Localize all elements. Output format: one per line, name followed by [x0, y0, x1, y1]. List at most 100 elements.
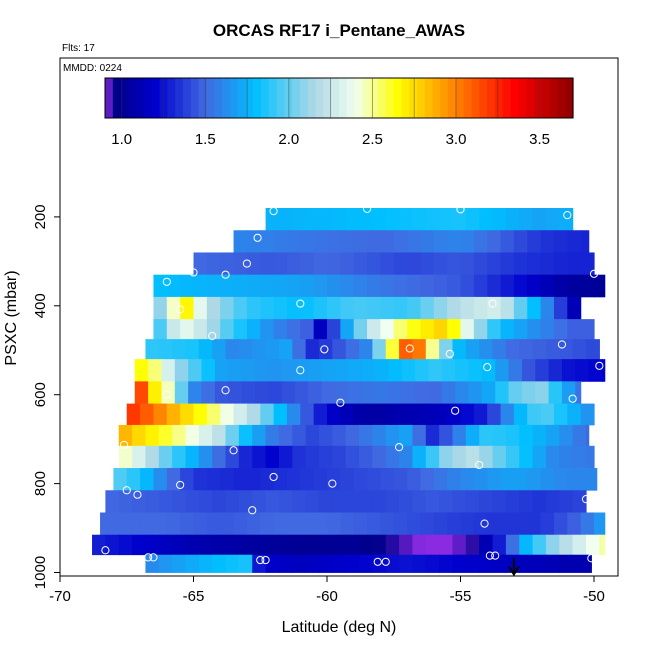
- heatmap-cell: [105, 534, 120, 556]
- heatmap-cell: [540, 296, 555, 320]
- sample-point: [162, 277, 171, 286]
- heatmap-cell: [594, 468, 598, 491]
- sample-point: [568, 394, 577, 403]
- heatmap-cell: [545, 534, 560, 556]
- heatmap-cell: [465, 424, 480, 447]
- heatmap-cell: [580, 230, 590, 253]
- heatmap-cell: [332, 208, 347, 231]
- heatmap-cell: [452, 534, 467, 556]
- heatmap-cell: [153, 468, 168, 491]
- heatmap-cell: [225, 554, 240, 573]
- heatmap-cell: [455, 359, 470, 382]
- sample-point: [256, 555, 265, 565]
- heatmap-cell: [132, 534, 147, 556]
- heatmap-cell: [367, 319, 381, 340]
- heatmap-cell: [367, 512, 381, 536]
- heatmap-cell: [495, 381, 510, 404]
- heatmap-cell: [420, 512, 435, 536]
- heatmap-cell: [321, 359, 336, 382]
- heatmap-cell: [500, 296, 515, 320]
- heatmap-band: [145, 554, 592, 573]
- heatmap-cell: [407, 274, 422, 298]
- heatmap-cell: [460, 274, 475, 298]
- heatmap-cell: [265, 534, 280, 556]
- heatmap-cell: [380, 512, 395, 536]
- heatmap-cell: [535, 359, 550, 382]
- sample-point: [381, 557, 390, 566]
- heatmap-cell: [367, 468, 381, 491]
- heatmap-band: [105, 490, 587, 513]
- heatmap-cell: [505, 208, 520, 231]
- heatmap-cell: [468, 359, 483, 382]
- heatmap-cell: [158, 490, 173, 513]
- colorbar-swatch: [292, 78, 301, 118]
- colorbar-frame: [104, 77, 574, 119]
- heatmap-cell: [505, 490, 520, 513]
- heatmap-cell: [118, 424, 133, 447]
- heatmap-cell: [252, 339, 267, 360]
- heatmap-cell: [153, 296, 168, 320]
- heatmap-cell: [367, 230, 381, 253]
- sample-point: [451, 406, 460, 415]
- heatmap-cell: [492, 490, 507, 513]
- heatmap-cell: [353, 230, 368, 253]
- heatmap-cell: [145, 424, 160, 447]
- heatmap-cell: [132, 424, 147, 447]
- heatmap-cell: [145, 445, 160, 469]
- sample-point: [557, 340, 567, 349]
- heatmap-cell: [268, 381, 283, 404]
- heatmap-cell: [260, 403, 275, 426]
- heatmap-cell: [580, 252, 595, 276]
- heatmap-cell: [380, 252, 395, 276]
- heatmap-cell: [567, 274, 582, 298]
- colorbar-swatch: [409, 78, 418, 118]
- heatmap-cell: [228, 381, 243, 404]
- heatmap-cell: [193, 274, 208, 298]
- heatmap-cell: [492, 339, 507, 360]
- heatmap-cell: [412, 208, 427, 231]
- heatmap-cell: [220, 403, 235, 426]
- heatmap-band: [153, 274, 606, 298]
- heatmap-cell: [212, 445, 227, 469]
- heatmap-cell: [340, 319, 355, 340]
- heatmap-cell: [425, 554, 440, 573]
- sample-point: [133, 490, 142, 499]
- heatmap-cell: [238, 534, 253, 556]
- heatmap-cell: [433, 252, 448, 276]
- heatmap-cell: [535, 381, 550, 404]
- heatmap-cell: [278, 554, 293, 573]
- heatmap-cell: [441, 381, 456, 404]
- heatmap-cell: [372, 339, 387, 360]
- y-axis-label: PSXC (mbar): [3, 270, 20, 365]
- heatmap-cell: [479, 424, 494, 447]
- heatmap-cell: [487, 403, 502, 426]
- heatmap-cell: [500, 512, 515, 536]
- sample-point: [296, 299, 305, 308]
- heatmap-cell: [388, 359, 403, 382]
- arrow-marker: [508, 558, 520, 577]
- heatmap-cell: [519, 208, 534, 231]
- colorbar-swatch: [502, 78, 512, 118]
- heatmap-band: [126, 403, 595, 426]
- sample-point: [189, 268, 198, 277]
- sample-point: [488, 299, 497, 308]
- heatmap-cell: [572, 424, 587, 447]
- heatmap-cell: [327, 512, 341, 536]
- heatmap-cell: [585, 554, 592, 573]
- heatmap-cell: [420, 468, 435, 491]
- heatmap-cell: [479, 445, 494, 469]
- heatmap-cell: [473, 296, 488, 320]
- heatmap-cell: [220, 274, 235, 298]
- heatmap-cell: [399, 554, 414, 573]
- heatmap-cell: [500, 403, 515, 426]
- colorbar-swatch: [276, 78, 285, 118]
- sample-point: [221, 386, 230, 395]
- heatmap-cell: [268, 359, 283, 382]
- heatmap-cell: [559, 445, 574, 469]
- heatmap-cell: [185, 534, 200, 556]
- colorbar-swatch: [144, 78, 153, 118]
- sample-point: [373, 557, 382, 566]
- heatmap-cell: [519, 554, 534, 573]
- heatmap-band: [153, 319, 595, 340]
- sample-point: [589, 269, 599, 278]
